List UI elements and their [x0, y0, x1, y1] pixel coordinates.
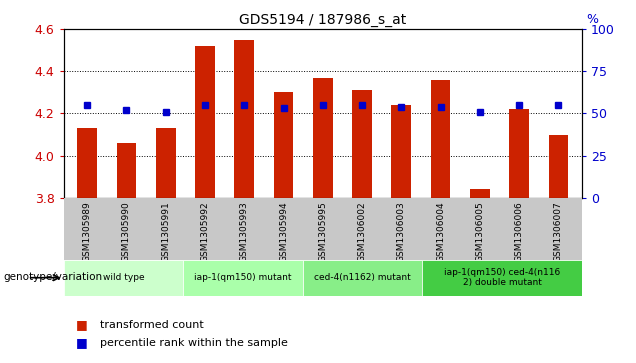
Text: GSM1305993: GSM1305993 [240, 201, 249, 262]
Text: GSM1306005: GSM1306005 [475, 201, 485, 262]
Text: GSM1305991: GSM1305991 [161, 201, 170, 262]
Bar [313, 78, 333, 198]
Bar [156, 128, 176, 198]
Text: GSM1305990: GSM1305990 [122, 201, 131, 262]
Text: GSM1306006: GSM1306006 [515, 201, 523, 262]
Bar [78, 128, 97, 198]
Bar [235, 40, 254, 198]
Bar [273, 92, 293, 198]
Text: GSM1306003: GSM1306003 [397, 201, 406, 262]
Text: ced-4(n1162) mutant: ced-4(n1162) mutant [314, 273, 411, 282]
Text: iap-1(qm150) ced-4(n116
2) double mutant: iap-1(qm150) ced-4(n116 2) double mutant [444, 268, 560, 287]
Bar [392, 105, 411, 198]
Text: GSM1305995: GSM1305995 [318, 201, 328, 262]
Bar [183, 260, 303, 296]
Text: ■: ■ [76, 337, 88, 350]
Title: GDS5194 / 187986_s_at: GDS5194 / 187986_s_at [239, 13, 406, 26]
Text: GSM1306007: GSM1306007 [554, 201, 563, 262]
Text: GSM1306002: GSM1306002 [357, 201, 366, 262]
Bar [422, 260, 582, 296]
Text: %: % [586, 13, 598, 26]
Text: GSM1305992: GSM1305992 [200, 201, 209, 262]
Bar [549, 135, 568, 198]
Text: ■: ■ [76, 318, 88, 331]
Bar [352, 90, 372, 198]
Text: GSM1305989: GSM1305989 [83, 201, 92, 262]
Bar [470, 189, 490, 198]
Bar [195, 46, 215, 198]
Text: wild type: wild type [102, 273, 144, 282]
Text: transformed count: transformed count [100, 320, 204, 330]
Text: GSM1305994: GSM1305994 [279, 201, 288, 262]
Bar [431, 79, 450, 198]
Text: percentile rank within the sample: percentile rank within the sample [100, 338, 288, 348]
Bar [509, 109, 529, 198]
Bar [64, 260, 183, 296]
Text: GSM1306004: GSM1306004 [436, 201, 445, 262]
Text: genotype/variation: genotype/variation [3, 272, 102, 282]
Bar [303, 260, 422, 296]
Text: iap-1(qm150) mutant: iap-1(qm150) mutant [194, 273, 292, 282]
Bar [116, 143, 136, 198]
